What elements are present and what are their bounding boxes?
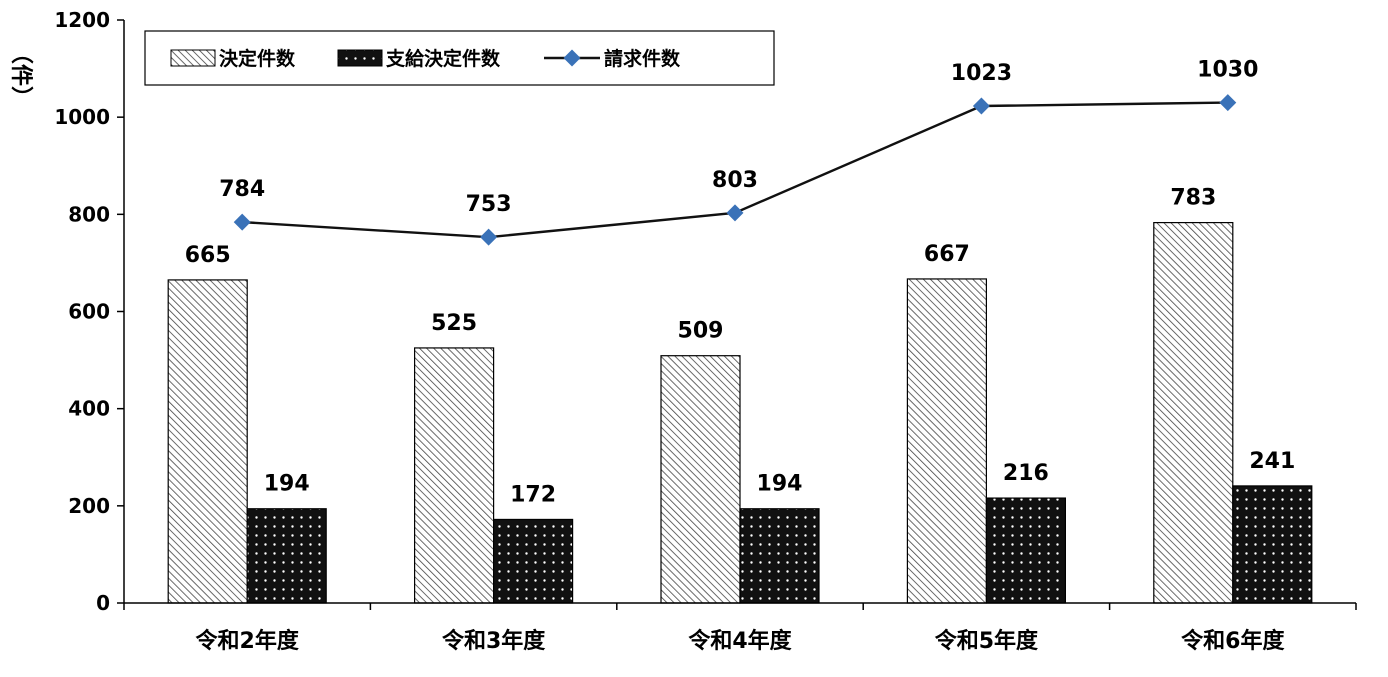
x-category-label: 令和3年度 [442,628,546,654]
data-label-payment: 216 [1003,461,1049,486]
bar-payment [985,497,1067,604]
data-labels: 665 194 525 172 509 194 667 216 783 241 784 753 803 1… [185,58,1296,508]
data-label-claims: 753 [466,192,512,217]
bar-payment [493,518,574,604]
legend-marker-claims [563,49,581,67]
legend-box [144,30,775,86]
x-category-label: 令和5年度 [935,628,1039,654]
data-label-decision: 665 [185,243,231,268]
bar-decision [906,278,988,604]
bar-payment [246,508,327,604]
legend-label-decision: 決定件数 [219,47,296,70]
bar-payment [1232,485,1313,604]
legend-swatch-payment [337,49,383,67]
data-label-claims: 1023 [951,61,1012,86]
x-category-label: 令和6年度 [1181,628,1285,654]
data-label-payment: 241 [1249,449,1295,474]
legend-label-claims: 請求件数 [604,47,681,70]
legend-swatch-decision [170,49,216,67]
y-tick-label: 600 [68,300,110,324]
y-axis: 0 200 400 600 800 1000 1200 [54,8,125,615]
y-tick-label: 1200 [54,8,110,32]
bar-decision [167,279,248,604]
point-claims [233,213,251,231]
point-claims [480,228,498,246]
data-label-payment: 194 [757,472,803,497]
x-category-label: 令和2年度 [196,628,300,654]
bars [167,221,1313,604]
line-series [233,94,1237,246]
point-claims [726,204,744,222]
y-axis-unit: （件） [8,42,33,108]
y-tick-label: 0 [96,591,110,615]
point-claims [972,97,990,115]
data-label-claims: 784 [219,177,265,202]
y-tick-label: 200 [68,494,110,518]
bar-decision [660,355,741,604]
bar-decision [1153,221,1234,604]
y-tick-label: 1000 [54,105,110,129]
data-label-decision: 525 [431,311,477,336]
data-label-claims: 1030 [1197,58,1258,83]
data-label-decision: 783 [1170,186,1216,211]
data-label-decision: 509 [678,319,724,344]
data-label-decision: 667 [924,242,970,267]
legend: 決定件数 支給決定件数 請求件数 [144,30,775,86]
data-label-claims: 803 [712,168,758,193]
x-category-label: 令和4年度 [688,628,792,654]
x-axis: 令和2年度 令和3年度 令和4年度 令和5年度 令和6年度 [123,602,1357,654]
legend-label-payment: 支給決定件数 [385,47,501,70]
data-label-payment: 172 [510,482,556,507]
data-label-payment: 194 [264,472,310,497]
y-tick-label: 400 [68,397,110,421]
point-claims [1219,94,1237,112]
y-tick-label: 800 [68,202,110,226]
bar-payment [739,508,820,604]
bar-decision [414,347,495,604]
